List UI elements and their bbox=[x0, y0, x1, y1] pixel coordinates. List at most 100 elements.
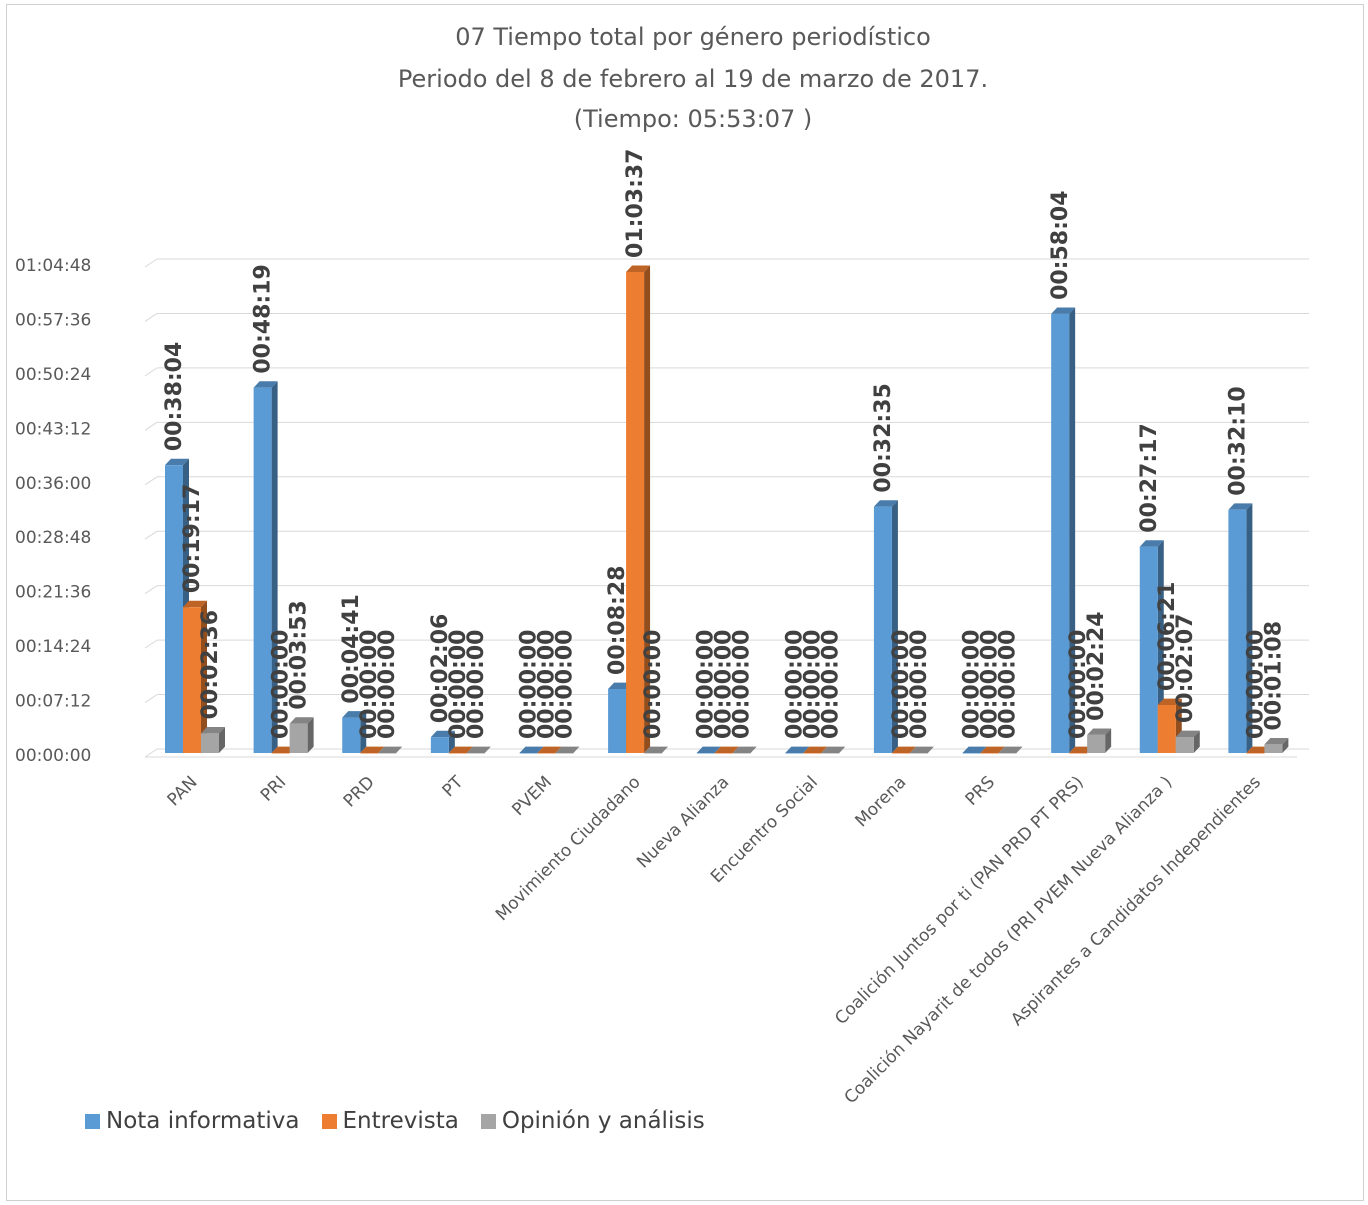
x-tick-label: PT bbox=[439, 772, 468, 801]
legend-item-entrevista: Entrevista bbox=[321, 1108, 459, 1134]
x-tick-label: PAN bbox=[164, 772, 202, 810]
bar-side bbox=[1069, 307, 1076, 753]
data-label: 00:27:17 bbox=[1137, 423, 1162, 532]
bar bbox=[1157, 704, 1176, 753]
bar-top bbox=[1139, 540, 1164, 547]
bar-top bbox=[998, 746, 1023, 753]
bar-top bbox=[448, 746, 473, 753]
legend-label: Opinión y análisis bbox=[501, 1108, 705, 1134]
bar-top bbox=[1228, 503, 1253, 510]
bar bbox=[873, 506, 892, 753]
x-tick-label: Morena bbox=[852, 772, 911, 831]
data-label: 00:00:00 bbox=[357, 630, 382, 739]
bar bbox=[962, 753, 981, 754]
bar-top bbox=[1157, 698, 1182, 705]
bar-chart: 07 Tiempo total por género periodístico … bbox=[15, 23, 1309, 1108]
bar-top bbox=[1264, 738, 1289, 745]
bar bbox=[201, 733, 219, 753]
bar bbox=[1175, 736, 1194, 753]
bar-top bbox=[519, 746, 544, 753]
bar bbox=[271, 753, 290, 754]
bar bbox=[1139, 546, 1158, 753]
bar-top bbox=[980, 746, 1005, 753]
bar bbox=[183, 607, 201, 753]
bar bbox=[785, 753, 804, 754]
legend-swatch-opinion bbox=[480, 1113, 496, 1129]
data-label: 00:00:00 bbox=[534, 630, 559, 739]
bar-top bbox=[962, 746, 987, 753]
bar-top bbox=[289, 717, 314, 724]
bar-top bbox=[1051, 307, 1076, 314]
bar-top bbox=[891, 746, 916, 753]
bar-top bbox=[732, 746, 757, 753]
legend-label: Nota informativa bbox=[106, 1108, 300, 1134]
y-tick-label: 00:21:36 bbox=[15, 583, 91, 603]
bar bbox=[430, 737, 449, 753]
bar-side bbox=[219, 726, 225, 753]
bar-side bbox=[1282, 738, 1289, 753]
legend-item-opinion: Opinión y análisis bbox=[480, 1108, 705, 1134]
data-label: 00:00:00 bbox=[712, 630, 737, 739]
bar-top bbox=[430, 730, 455, 738]
y-tick-label: 00:57:36 bbox=[15, 310, 91, 330]
bar-top bbox=[821, 746, 846, 753]
gridline-depth bbox=[144, 694, 158, 703]
bar bbox=[1069, 753, 1088, 754]
data-label: 00:00:00 bbox=[907, 630, 932, 739]
bar-top bbox=[803, 746, 828, 753]
gridline-depth bbox=[144, 258, 158, 268]
gridline-depth bbox=[144, 476, 158, 486]
bar bbox=[891, 753, 910, 754]
data-label: 00:08:28 bbox=[605, 566, 630, 675]
bar bbox=[803, 753, 822, 754]
bar-side bbox=[1246, 503, 1253, 753]
bar-top bbox=[537, 746, 562, 753]
bar-top bbox=[1087, 728, 1112, 735]
bar-side bbox=[1193, 730, 1200, 753]
bar-side bbox=[891, 500, 898, 753]
bar bbox=[378, 753, 397, 754]
bar bbox=[644, 753, 663, 754]
bar-top bbox=[714, 746, 739, 753]
bar-top bbox=[626, 265, 651, 272]
bar-side bbox=[360, 711, 367, 753]
legend-label: Entrevista bbox=[342, 1108, 459, 1134]
bar-top bbox=[183, 600, 207, 608]
bar bbox=[342, 717, 361, 753]
data-label: 00:02:07 bbox=[1173, 614, 1198, 723]
data-label: 00:00:00 bbox=[446, 630, 471, 739]
x-tick-label: PRI bbox=[257, 772, 290, 805]
x-tick-label: PRS bbox=[962, 772, 999, 809]
data-label: 00:06:21 bbox=[1155, 582, 1180, 691]
data-label: 00:32:35 bbox=[871, 383, 896, 492]
bar bbox=[1264, 744, 1283, 753]
bar bbox=[1051, 313, 1070, 753]
bar bbox=[696, 753, 715, 754]
bar bbox=[253, 387, 272, 753]
legend-swatch-nota bbox=[85, 1113, 100, 1129]
x-tick-label: Nueva Alianza bbox=[633, 772, 733, 872]
data-label: 00:00:00 bbox=[730, 630, 755, 739]
x-tick-label: PVEM bbox=[508, 772, 556, 820]
x-tick-label: Coalición Nayarit de todos (PRI PVEM Nue… bbox=[841, 772, 1177, 1108]
y-tick-label: 00:07:12 bbox=[15, 692, 91, 712]
data-label: 00:00:00 bbox=[1243, 630, 1268, 739]
gridline-depth bbox=[144, 421, 158, 431]
gridline-depth bbox=[144, 367, 158, 377]
data-label: 00:00:00 bbox=[552, 630, 577, 739]
data-label: 00:00:00 bbox=[800, 630, 825, 739]
bar-top bbox=[555, 746, 580, 753]
gridline-depth bbox=[144, 748, 158, 758]
data-label: 00:02:36 bbox=[198, 610, 223, 719]
data-label: 00:01:08 bbox=[1261, 621, 1286, 730]
bar bbox=[360, 753, 379, 754]
data-label: 00:00:00 bbox=[818, 630, 843, 739]
x-tick-label: PRD bbox=[340, 772, 379, 811]
bar-top bbox=[696, 746, 721, 753]
data-label: 00:19:17 bbox=[180, 484, 205, 593]
data-label: 00:04:41 bbox=[339, 594, 364, 703]
data-label: 01:03:37 bbox=[623, 148, 648, 257]
bar-top bbox=[253, 381, 278, 388]
chart-subtitle: Periodo del 8 de febrero al 19 de marzo … bbox=[398, 65, 988, 93]
gridline-depth bbox=[144, 313, 158, 322]
